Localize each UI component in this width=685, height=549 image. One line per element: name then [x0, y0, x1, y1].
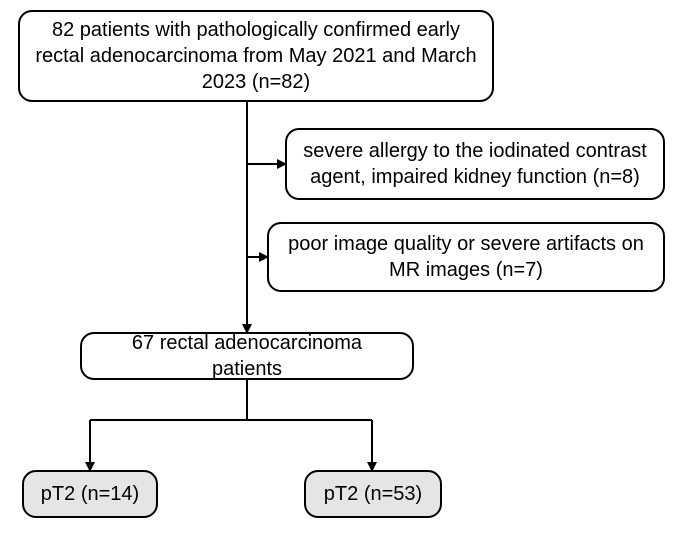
- node-start: 82 patients with pathologically confirme…: [18, 10, 494, 102]
- node-result-left: pT2 (n=14): [22, 470, 158, 518]
- node-result-right: pT2 (n=53): [304, 470, 442, 518]
- node-included-text: 67 rectal adenocarcinoma patients: [96, 330, 398, 382]
- node-result-right-text: pT2 (n=53): [324, 481, 422, 507]
- node-result-left-text: pT2 (n=14): [41, 481, 139, 507]
- flowchart-canvas: 82 patients with pathologically confirme…: [0, 0, 685, 549]
- node-exclusion-1: severe allergy to the iodinated contrast…: [285, 128, 665, 200]
- node-exclusion-2-text: poor image quality or severe artifacts o…: [283, 231, 649, 283]
- node-start-text: 82 patients with pathologically confirme…: [34, 17, 478, 95]
- node-exclusion-2: poor image quality or severe artifacts o…: [267, 222, 665, 292]
- node-exclusion-1-text: severe allergy to the iodinated contrast…: [301, 138, 649, 190]
- node-included: 67 rectal adenocarcinoma patients: [80, 332, 414, 380]
